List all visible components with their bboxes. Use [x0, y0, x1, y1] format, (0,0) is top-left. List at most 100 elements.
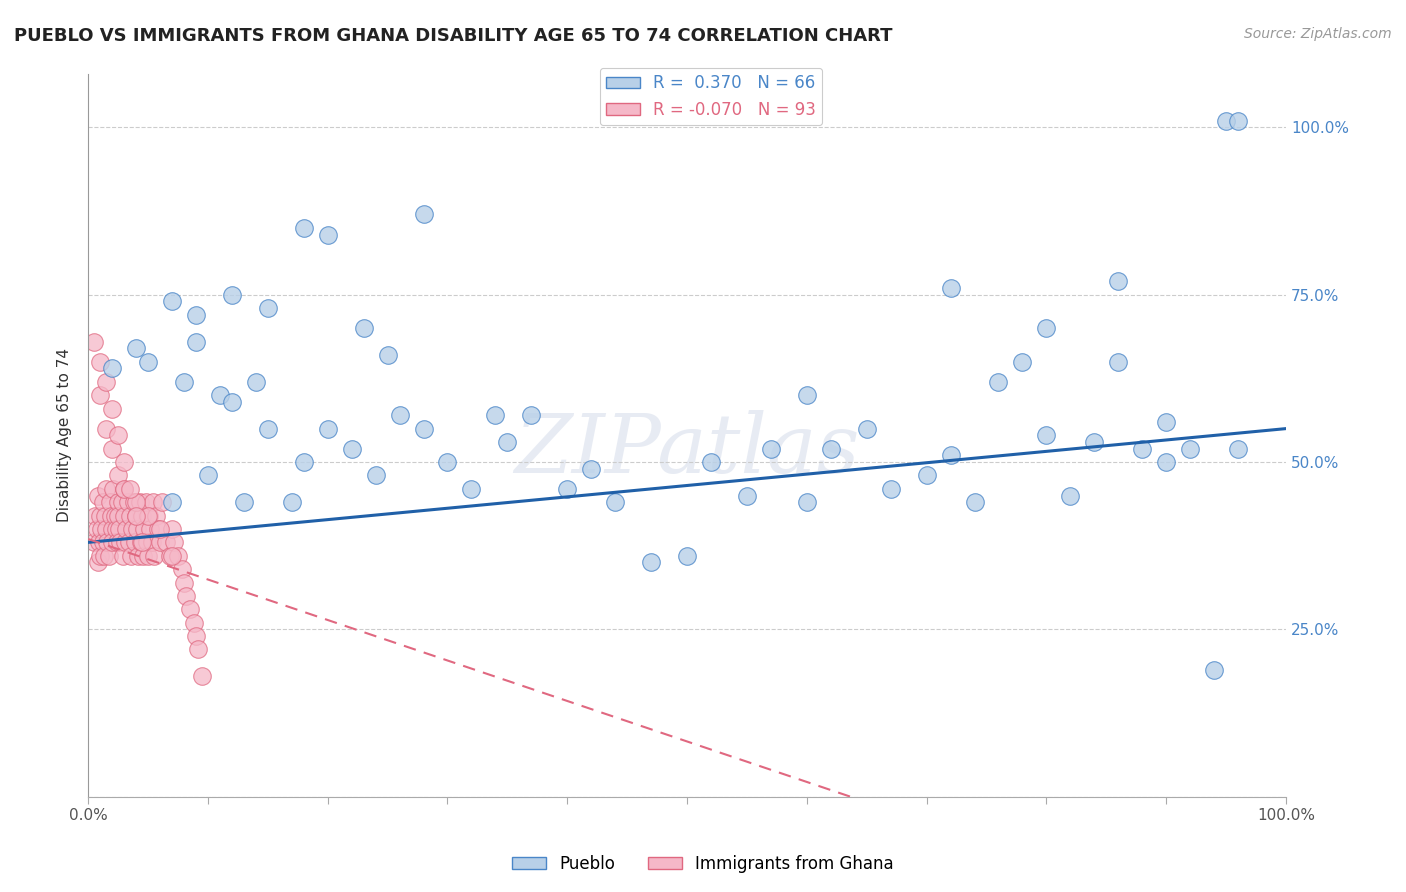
Point [1035, 428, 1057, 442]
Point [111, 549, 134, 563]
Point [90, 522, 112, 536]
Point [364, 468, 387, 483]
Point [160, 549, 183, 563]
Point [160, 294, 183, 309]
Point [125, 508, 148, 523]
Point [104, 522, 127, 536]
Point [136, 549, 159, 563]
Point [135, 495, 157, 509]
Point [388, 408, 411, 422]
Point [84, 508, 107, 523]
Y-axis label: Disability Age 65 to 74: Disability Age 65 to 74 [58, 348, 72, 523]
Point [1178, 442, 1201, 456]
Point [94, 375, 117, 389]
Point [676, 549, 699, 563]
Point [122, 495, 145, 509]
Point [125, 495, 148, 509]
Text: PUEBLO VS IMMIGRANTS FROM GHANA DISABILITY AGE 65 TO 74 CORRELATION CHART: PUEBLO VS IMMIGRANTS FROM GHANA DISABILI… [14, 27, 893, 45]
Point [179, 602, 201, 616]
Point [353, 321, 375, 335]
Point [496, 435, 519, 450]
Point [127, 522, 149, 536]
Point [1130, 442, 1153, 456]
Point [142, 495, 165, 509]
Point [316, 422, 339, 436]
Point [83, 535, 105, 549]
Point [107, 428, 129, 442]
Point [256, 301, 278, 315]
Point [735, 489, 758, 503]
Point [120, 549, 142, 563]
Point [915, 468, 938, 483]
Point [176, 589, 198, 603]
Point [112, 482, 135, 496]
Text: Source: ZipAtlas.com: Source: ZipAtlas.com [1244, 27, 1392, 41]
Point [110, 535, 132, 549]
Point [187, 642, 209, 657]
Point [208, 388, 231, 402]
Point [101, 401, 124, 416]
Point [107, 495, 129, 509]
Point [377, 348, 399, 362]
Point [98, 495, 121, 509]
Point [89, 508, 111, 523]
Point [173, 375, 195, 389]
Point [436, 455, 458, 469]
Point [146, 522, 169, 536]
Point [155, 535, 177, 549]
Point [939, 281, 962, 295]
Point [1035, 321, 1057, 335]
Point [292, 220, 315, 235]
Point [1107, 354, 1129, 368]
Point [111, 495, 134, 509]
Point [117, 495, 139, 509]
Point [1059, 489, 1081, 503]
Legend: Pueblo, Immigrants from Ghana: Pueblo, Immigrants from Ghana [506, 848, 900, 880]
Point [103, 482, 125, 496]
Point [87, 556, 110, 570]
Point [91, 535, 114, 549]
Point [159, 549, 181, 563]
Point [163, 535, 186, 549]
Point [138, 508, 160, 523]
Point [136, 354, 159, 368]
Point [581, 462, 603, 476]
Point [87, 535, 110, 549]
Point [412, 422, 434, 436]
Point [94, 508, 117, 523]
Point [340, 442, 363, 456]
Point [83, 334, 105, 349]
Point [796, 388, 818, 402]
Point [132, 549, 155, 563]
Point [184, 334, 207, 349]
Point [1083, 435, 1105, 450]
Point [94, 482, 117, 496]
Point [145, 508, 167, 523]
Point [221, 287, 243, 301]
Point [124, 535, 146, 549]
Point [134, 522, 156, 536]
Point [89, 388, 111, 402]
Point [131, 508, 153, 523]
Point [136, 508, 159, 523]
Point [759, 442, 782, 456]
Point [101, 522, 124, 536]
Point [94, 522, 117, 536]
Point [105, 535, 128, 549]
Point [125, 508, 148, 523]
Text: ZIPatlas: ZIPatlas [515, 409, 860, 490]
Point [1215, 113, 1237, 128]
Point [129, 535, 152, 549]
Point [1204, 663, 1226, 677]
Point [115, 522, 138, 536]
Point [141, 535, 163, 549]
Point [96, 535, 118, 549]
Point [149, 522, 172, 536]
Point [170, 562, 193, 576]
Point [121, 522, 143, 536]
Point [820, 442, 842, 456]
Point [1154, 455, 1177, 469]
Point [281, 495, 304, 509]
Point [412, 207, 434, 221]
Point [86, 522, 108, 536]
